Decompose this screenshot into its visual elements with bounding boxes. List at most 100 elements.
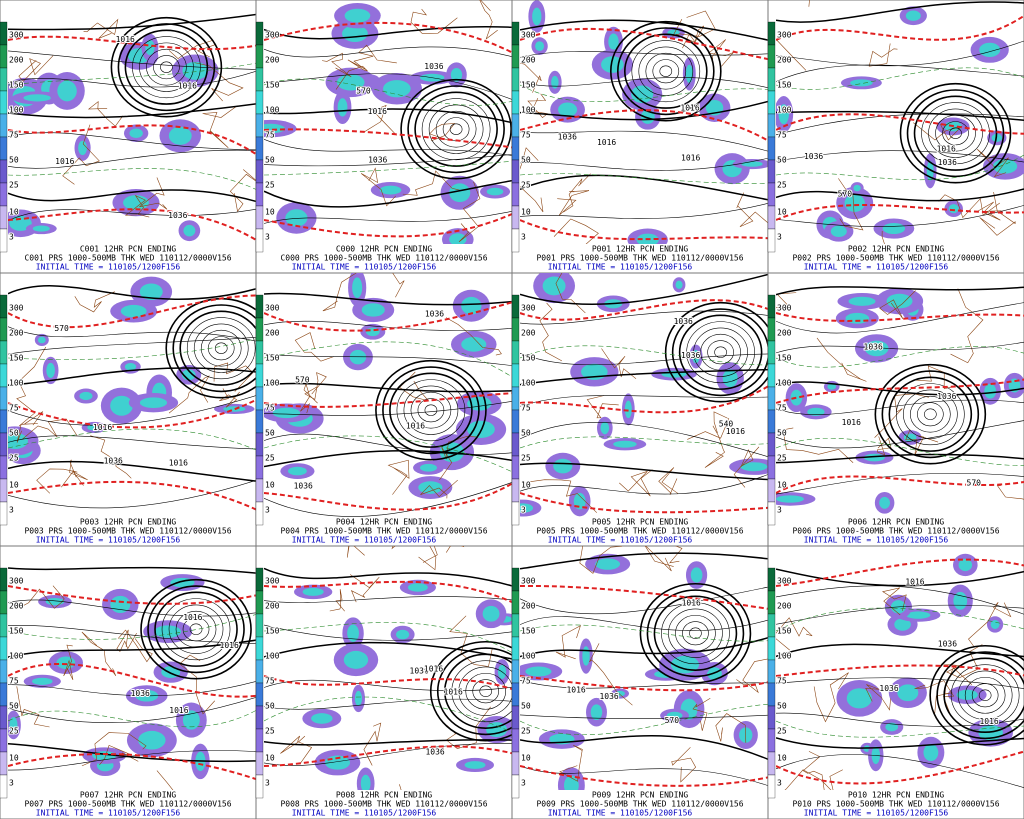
pressure-contour <box>8 681 256 697</box>
border-line <box>527 93 549 119</box>
precip-core <box>110 395 133 416</box>
thickness-contour <box>8 428 256 451</box>
thickness-contour <box>264 435 512 473</box>
colorbar-label: 150 <box>9 354 24 363</box>
colorbar-segment <box>767 636 776 661</box>
border-line <box>202 105 238 148</box>
precip-core <box>790 389 803 406</box>
precip-core <box>864 340 889 357</box>
pressure-contour <box>520 157 768 171</box>
colorbar-segment <box>255 159 264 184</box>
border-line <box>563 173 591 213</box>
thickness-contour <box>8 294 256 329</box>
pressure-contour <box>8 625 256 644</box>
thickness-contour <box>8 585 256 605</box>
precip-core <box>624 400 632 419</box>
colorbar-label: 100 <box>521 379 536 388</box>
contour-label: 1016 <box>55 157 74 166</box>
pressure-contour <box>264 401 512 416</box>
colorbar-label: 50 <box>9 702 19 711</box>
map-area: 1036 1016 1016 1016 <box>520 0 768 244</box>
thickness-contour <box>776 607 1024 632</box>
colorbar-segment <box>255 340 264 365</box>
border-line <box>18 55 54 82</box>
colorbar-label: 25 <box>265 454 275 463</box>
precip-core <box>827 383 837 390</box>
thickness-contour <box>776 113 1024 135</box>
pressure-contour <box>147 585 245 674</box>
precip-core <box>990 619 1000 629</box>
colorbar-segment <box>767 136 776 161</box>
colorbar-label: 10 <box>9 208 19 217</box>
colorbar-segment <box>255 67 264 92</box>
colorbar-segment <box>767 455 776 480</box>
pressure-contour <box>8 285 256 300</box>
pressure-contour <box>520 714 768 719</box>
precip-core <box>830 225 847 237</box>
precip-core <box>450 68 463 82</box>
pressure-contour <box>776 399 1024 415</box>
colorbar-label: 200 <box>521 56 536 65</box>
colorbar-segment <box>0 113 8 138</box>
thickness-contour <box>776 378 1024 404</box>
colorbar-label: 50 <box>521 702 531 711</box>
precip-core <box>379 185 402 195</box>
contour-label: 1036 <box>294 482 313 491</box>
pressure-contour <box>172 304 256 393</box>
precip-core <box>979 42 1001 57</box>
colorbar-segment <box>511 705 520 730</box>
contour-label: 1036 <box>168 211 187 220</box>
colorbar-segment <box>255 136 264 161</box>
border-line <box>704 425 725 468</box>
border-line <box>304 372 327 400</box>
border-line <box>736 658 768 694</box>
border-line <box>658 467 679 495</box>
colorbar-segment <box>767 751 776 776</box>
colorbar-label: 10 <box>9 481 19 490</box>
pressure-contour <box>899 82 1012 184</box>
map-panel: 1016 1036 1016 1016 300 200 150 100 75 50 25 10 3 C00… <box>0 0 257 274</box>
precip-core <box>741 161 763 167</box>
pressure-contour <box>8 50 256 70</box>
colorbar-label: 25 <box>9 727 19 736</box>
pressure-contour <box>776 754 1024 788</box>
precip-core <box>563 775 579 790</box>
precip-core <box>853 184 861 192</box>
panel-subtitle: P005 PRS 1000-500MB THK WED 110112/0000V… <box>536 527 743 536</box>
colorbar-segment <box>255 659 264 684</box>
precip-core <box>850 79 873 87</box>
pressure-contour <box>520 422 768 457</box>
panel-init-time: INITIAL TIME = 110105/1200F156 <box>804 536 949 545</box>
colorbar-segment <box>0 682 8 707</box>
border-line <box>22 585 65 609</box>
precip-core <box>288 466 307 476</box>
precip-core <box>886 293 913 309</box>
colorbar-segment <box>767 228 776 253</box>
pressure-contour <box>264 449 512 468</box>
panel-background <box>511 272 769 547</box>
contour-label: 1036 <box>804 152 823 161</box>
panel-title: P007 12HR PCN ENDING <box>80 791 177 800</box>
pressure-contour <box>638 46 694 96</box>
border-line <box>387 459 410 495</box>
precip-core <box>365 327 380 337</box>
pressure-contour <box>776 150 1024 163</box>
colorbar-segment <box>0 455 8 480</box>
colorbar-segment <box>511 613 520 638</box>
panel-title: P010 12HR PCN ENDING <box>848 791 945 800</box>
colorbar-label: 3 <box>265 233 270 242</box>
colorbar-segment <box>255 90 264 115</box>
thickness-contour <box>264 580 512 604</box>
thickness-contour <box>520 675 768 692</box>
colorbar-segment <box>255 21 264 46</box>
contour-label: 1016 <box>116 35 135 44</box>
colorbar-label: 75 <box>265 677 275 686</box>
colorbar-label: 3 <box>9 233 14 242</box>
map-panel: 1036 1036 1016 570 300 200 150 100 75 50 25 10 3 P004… <box>255 272 513 547</box>
border-line <box>816 337 867 382</box>
colorbar-label: 200 <box>777 329 792 338</box>
border-line <box>335 59 368 90</box>
colorbar-segment <box>511 205 520 230</box>
panel-init-time: INITIAL TIME = 110105/1200F156 <box>804 263 949 272</box>
